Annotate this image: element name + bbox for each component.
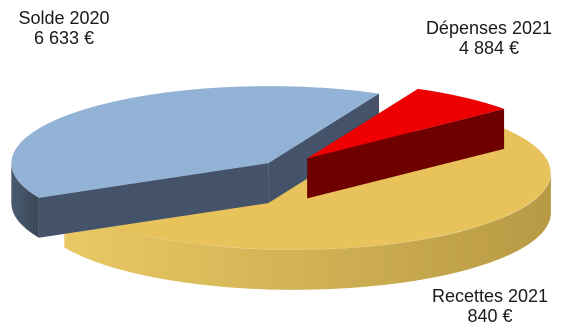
slice-label-recettes-2021: Recettes 2021 840 € — [415, 286, 565, 326]
pie-slice-wall-recettes-2021 — [307, 108, 505, 199]
slice-value-label: 840 € — [467, 306, 513, 326]
pie-slice-depenses-2021 — [11, 86, 380, 198]
slice-category-label: Solde 2020 — [18, 8, 110, 28]
slice-value-label: 6 633 € — [33, 28, 95, 48]
slice-category-label: Recettes 2021 — [431, 286, 549, 306]
pie-slice-side-solde-2020 — [64, 172, 551, 290]
slice-category-label: Dépenses 2021 — [425, 18, 553, 38]
pie-slice-recettes-2021 — [307, 88, 505, 159]
slice-label-depenses-2021: Dépenses 2021 4 884 € — [404, 18, 569, 58]
pie-slice-side-depenses-2021 — [11, 163, 39, 238]
pie-slice-wall-depenses-2021 — [38, 163, 269, 238]
slice-value-label: 4 884 € — [458, 38, 520, 58]
slice-label-solde-2020: Solde 2020 6 633 € — [6, 8, 122, 48]
